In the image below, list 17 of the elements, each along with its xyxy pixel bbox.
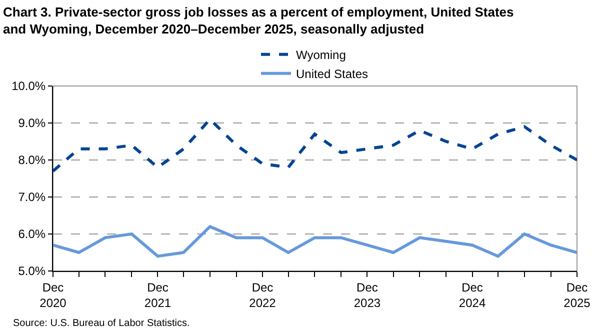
legend-label: Wyoming	[296, 48, 346, 62]
y-tick-label: 5.0%	[18, 264, 46, 278]
source-note: Source: U.S. Bureau of Labor Statistics.	[13, 318, 190, 329]
y-tick-label: 8.0%	[18, 153, 46, 168]
y-tick-label: 6.0%	[18, 227, 46, 242]
x-tick-label: Dec 2025	[564, 280, 591, 310]
x-tick-label: Dec 2024	[458, 280, 486, 310]
y-tick-label: 7.0%	[18, 190, 46, 204]
y-tick-label: 10.0%	[12, 79, 46, 94]
chart-title: Chart 3. Private-sector gross job losses as a percent of employment, United States and Wyoming, December 2020–December 2025, seasonally adjusted	[3, 4, 514, 37]
x-tick-label: Dec 2022	[249, 280, 276, 310]
y-tick-label: 9.0%	[18, 116, 46, 130]
line-series	[53, 225, 577, 258]
legend-label: United States	[296, 67, 368, 82]
x-tick-label: Dec 2021	[144, 280, 172, 310]
x-tick-label: Dec 2023	[354, 280, 381, 310]
x-tick-label: Dec 2020	[40, 280, 67, 310]
